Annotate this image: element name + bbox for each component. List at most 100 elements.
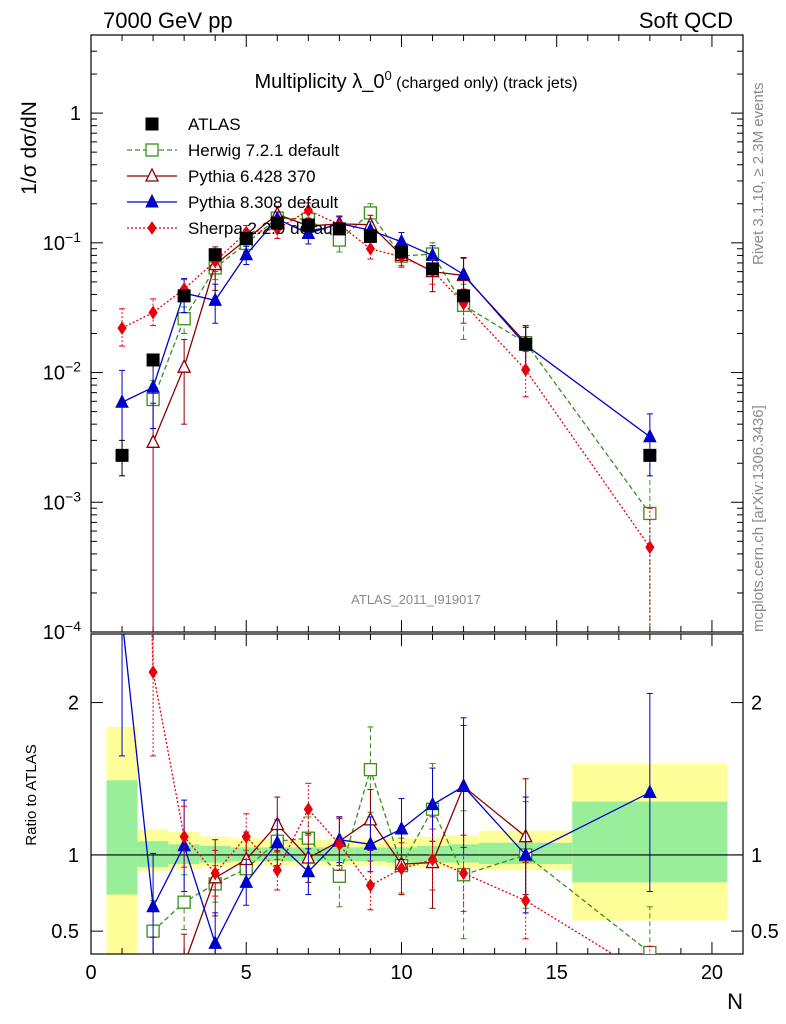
main-y-tick-label: 1: [70, 103, 81, 125]
ratio-y-tick-label: 1: [68, 845, 79, 867]
data-point: [148, 665, 158, 679]
ratio-x-tick-label: 10: [390, 962, 412, 984]
data-point: [456, 778, 471, 792]
main-y-tick-exponent: −1: [65, 229, 81, 245]
data-point: [646, 971, 654, 983]
ratio-x-tick-label: 15: [546, 962, 568, 984]
data-point: [177, 895, 191, 909]
data-point: [179, 829, 189, 844]
data-point: [177, 312, 191, 326]
data-point: [363, 229, 377, 243]
data-point: [363, 762, 378, 777]
ratio-series-sherpa-2-2-9-default: [148, 634, 654, 983]
data-point: [115, 394, 129, 408]
series-line: [121, 209, 651, 548]
ratio-plot-frame: [90, 633, 744, 955]
ratio-axes: 0.5 0.51 12 20 5 10 15 20: [51, 634, 779, 984]
legend-label: ATLAS: [188, 115, 241, 134]
data-point: [458, 866, 469, 881]
data-point: [272, 863, 282, 878]
ratio-x-tick-label: 5: [241, 962, 252, 984]
main-y-tick-label: 10−2: [43, 359, 81, 385]
legend-item: Pythia 8.308 default: [127, 193, 339, 212]
data-point: [425, 796, 440, 811]
ratio-y-tick-label-right: 1: [751, 845, 762, 867]
ratio-y-tick-label-right: 2: [751, 693, 762, 715]
main-series-herwig-7-2-1-default: [146, 203, 657, 632]
data-point: [643, 506, 657, 521]
main-series-pythia-8-308-default: [115, 210, 657, 477]
ratio-y-tick-label: 2: [68, 693, 79, 715]
legend-item: Herwig 7.2.1 default: [127, 141, 339, 160]
main-series-layer: [115, 202, 657, 632]
data-point: [117, 321, 127, 336]
ratio-x-tick-label: 20: [701, 962, 723, 984]
data-point: [239, 246, 254, 261]
data-point: [425, 247, 440, 261]
data-point: [301, 863, 316, 878]
data-point: [148, 305, 158, 320]
data-point: [643, 945, 657, 954]
data-point: [301, 225, 316, 240]
data-point: [146, 379, 160, 393]
data-point: [645, 540, 655, 555]
data-point: [519, 337, 533, 351]
main-y-tick-exponent: −3: [65, 488, 81, 504]
data-point: [518, 846, 533, 861]
data-point: [332, 222, 346, 236]
rivet-version-label: Rivet 3.1.10, ≥ 2.3M events: [750, 83, 767, 266]
legend-item: Pythia 6.428 370: [127, 167, 316, 186]
main-y-tick-base: 10: [43, 492, 65, 514]
data-point: [363, 836, 378, 850]
ratio-y-tick-label-right: 0.5: [751, 921, 779, 943]
ratio-series-layer: [116, 612, 657, 983]
data-point: [208, 935, 222, 949]
legend-marker: [145, 193, 159, 208]
data-point: [146, 898, 160, 913]
data-point: [643, 784, 657, 798]
main-ylabel: 1/σ dσ/dN: [18, 101, 41, 195]
main-y-tick-label: 10−1: [43, 229, 81, 255]
mcplots-label: mcplots.cern.ch [arXiv:1306.3436]: [750, 405, 767, 632]
series-line: [151, 634, 614, 954]
legend-label: Pythia 8.308 default: [188, 193, 339, 212]
data-point: [208, 248, 222, 262]
data-point: [270, 834, 285, 849]
analysis-id-label: ATLAS_2011_I919017: [351, 592, 481, 607]
main-series-sherpa-2-2-9-default: [117, 202, 655, 632]
main-y-tick-base: 1: [70, 103, 81, 125]
data-point: [301, 218, 315, 232]
data-point: [521, 362, 531, 377]
data-point: [116, 612, 128, 624]
data-point: [426, 262, 440, 276]
ratio-y-tick-label: 0.5: [51, 921, 79, 943]
main-axes: 110−110−210−310−4: [43, 34, 744, 644]
legend-label: Pythia 6.428 370: [188, 167, 316, 186]
legend-item: ATLAS: [145, 115, 241, 134]
data-point: [303, 203, 313, 218]
legend-marker: [144, 167, 160, 182]
data-point: [427, 852, 438, 867]
data-point: [396, 861, 407, 876]
legend-label: Herwig 7.2.1 default: [188, 141, 339, 160]
data-point: [147, 965, 159, 977]
ratio-band-green: [106, 780, 138, 895]
main-y-tick-base: 10: [43, 233, 65, 255]
data-point: [394, 820, 409, 835]
data-point: [146, 433, 161, 448]
data-point: [115, 448, 129, 462]
data-point: [177, 358, 192, 373]
data-point: [332, 869, 347, 883]
data-point: [177, 289, 191, 303]
legend-label: Sherpa 2.2.9 default: [188, 219, 341, 238]
data-point: [365, 878, 376, 893]
data-point: [239, 874, 254, 888]
legend-marker: [147, 221, 157, 235]
main-y-tick-exponent: −4: [65, 618, 81, 634]
data-point: [643, 448, 657, 462]
main-y-tick-label: 10−4: [43, 618, 81, 644]
data-point: [270, 216, 284, 230]
data-point: [146, 353, 160, 367]
main-y-tick-base: 10: [43, 622, 65, 644]
